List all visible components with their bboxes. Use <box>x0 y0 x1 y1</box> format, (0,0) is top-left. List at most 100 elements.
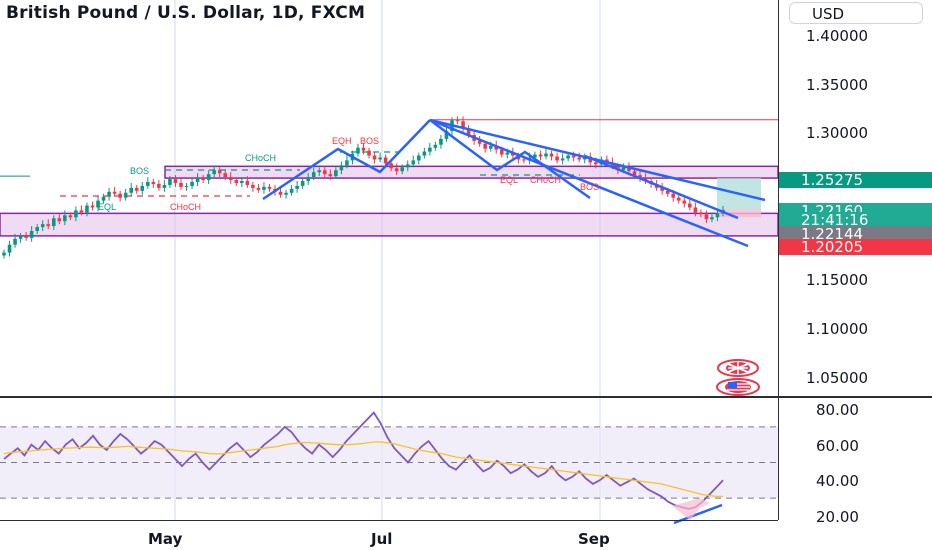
candle-body <box>466 128 471 135</box>
candle-body <box>195 178 200 182</box>
price-tick: 1.15000 <box>806 271 869 289</box>
candle-body <box>46 224 51 227</box>
candle-body <box>7 244 12 253</box>
trend-line <box>584 154 739 220</box>
candle-body <box>378 157 382 160</box>
rsi-oversold-fill <box>672 498 710 520</box>
price-tick: 1.35000 <box>806 76 869 94</box>
candle-body <box>345 160 349 166</box>
candle-body <box>107 191 111 197</box>
candle-body <box>151 182 156 184</box>
time-tick-may: May <box>148 530 183 548</box>
candle-body <box>444 131 449 139</box>
structure-label: EQH <box>332 136 352 146</box>
candle-body <box>367 150 371 156</box>
candle-body <box>660 187 664 191</box>
candle-body <box>256 187 261 190</box>
time-tick-sep: Sep <box>578 530 610 548</box>
uk-flag-icon[interactable] <box>713 359 763 377</box>
candle-body <box>428 147 432 152</box>
candle-body <box>693 207 698 213</box>
candle-body <box>417 155 421 161</box>
candle-body <box>317 170 322 173</box>
candle-body <box>262 186 266 190</box>
candle-body <box>57 218 62 222</box>
candle-body <box>68 215 73 218</box>
currency-selector[interactable]: USD <box>789 2 923 24</box>
candle-body <box>389 163 393 169</box>
candle-body <box>245 181 250 185</box>
candle-body <box>383 157 388 164</box>
candle-body <box>356 147 360 154</box>
candle-body <box>361 147 366 151</box>
candle-body <box>461 121 465 129</box>
candle-body <box>168 179 172 185</box>
candle-body <box>439 138 443 145</box>
candle-body <box>571 155 576 158</box>
candle-body <box>173 179 178 183</box>
candle-body <box>715 213 720 218</box>
rsi-line <box>3 411 724 510</box>
alert-price-tag[interactable]: 1.20205 <box>779 239 932 255</box>
price-line-tag[interactable]: 1.22144 <box>779 226 932 242</box>
candle-body <box>184 185 189 187</box>
structure-label: CHoCH <box>170 202 201 212</box>
candle-body <box>112 191 117 194</box>
candle-body <box>212 170 216 175</box>
candle-body <box>577 157 581 160</box>
structure-label: EQL <box>500 175 518 185</box>
price-axis-border <box>778 0 779 520</box>
candle-body <box>101 196 106 201</box>
candle-body <box>477 140 482 144</box>
candle-body <box>140 185 145 191</box>
pane-separator[interactable] <box>0 396 932 398</box>
price-tick: 1.05000 <box>806 369 869 387</box>
candle-body <box>621 167 626 171</box>
candle-body <box>499 149 504 155</box>
candle-body <box>488 145 493 149</box>
candle-body <box>682 200 687 204</box>
candle-body <box>334 170 338 177</box>
trend-line <box>429 118 591 200</box>
candle-body <box>627 167 631 172</box>
candle-body <box>533 154 537 158</box>
us-flag-icon[interactable] <box>713 378 763 396</box>
time-tick-jul: Jul <box>371 530 393 548</box>
candle-body <box>157 183 161 188</box>
candle-body <box>372 155 377 160</box>
candle-body <box>228 177 233 181</box>
lower-zone <box>0 212 779 237</box>
candle-body <box>483 143 487 149</box>
candle-body <box>699 212 703 215</box>
candle-body <box>289 188 294 193</box>
structure-label: EQL <box>98 202 116 212</box>
countdown-tag[interactable]: 21:41:16 <box>779 212 932 228</box>
candle-body <box>201 178 205 181</box>
candle-body <box>544 153 548 157</box>
candle-body <box>593 162 598 165</box>
candle-body <box>51 218 56 227</box>
candle-body <box>311 172 316 178</box>
rsi-tick: 40.00 <box>816 472 859 490</box>
candle-body <box>146 182 150 186</box>
candle-body <box>555 156 559 161</box>
candle-body <box>278 191 283 195</box>
candle-body <box>494 145 499 150</box>
candle-body <box>179 182 183 187</box>
candle-body <box>605 159 609 163</box>
candle-body <box>560 158 565 161</box>
structure-label: CHoCH <box>530 175 561 185</box>
candle-body <box>79 210 84 213</box>
price-tick: 1.10000 <box>806 320 869 338</box>
candle-body <box>411 160 416 165</box>
candle-body <box>704 214 709 220</box>
upper-zone <box>164 165 779 179</box>
candle-body <box>422 151 427 156</box>
candle-body <box>85 205 89 213</box>
candle-body <box>240 181 244 183</box>
candle-body <box>710 217 714 220</box>
last-price-tag[interactable]: 1.25275 <box>779 172 932 188</box>
candle-body <box>251 184 255 188</box>
candle-body <box>24 235 28 238</box>
